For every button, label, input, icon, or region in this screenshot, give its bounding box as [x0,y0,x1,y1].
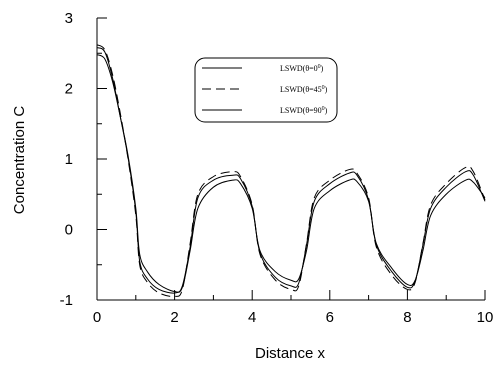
x-axis-label: Distance x [255,345,326,362]
x-tick-label: 2 [170,309,178,326]
y-tick-label: 3 [65,10,73,27]
y-tick-label: 2 [65,81,73,98]
y-axis-label: Concentration C [11,106,28,215]
ticks: 0 2 4 6 8 10 -1 0 1 2 3 [60,10,494,326]
legend-label-3: LSWD(θ=900) [280,106,328,115]
x-tick-label: 10 [477,309,494,326]
legend-box [194,57,338,123]
legend: LSWD(θ=00) LSWD(θ=450) LSWD(θ=900) [194,57,338,123]
y-tick-label: 1 [65,151,73,168]
series-line-2 [96,44,486,298]
x-tick-label: 8 [403,309,411,326]
legend-label-2: LSWD(θ=450) [280,85,328,94]
x-tick-label: 0 [93,309,101,326]
series-group [96,44,486,298]
legend-label-1: LSWD(θ=00) [280,64,324,73]
series-line-3 [96,47,486,294]
y-tick-label: -1 [60,292,73,309]
y-tick-label: 0 [65,222,73,239]
x-tick-label: 4 [248,309,256,326]
x-tick-label: 6 [326,309,334,326]
